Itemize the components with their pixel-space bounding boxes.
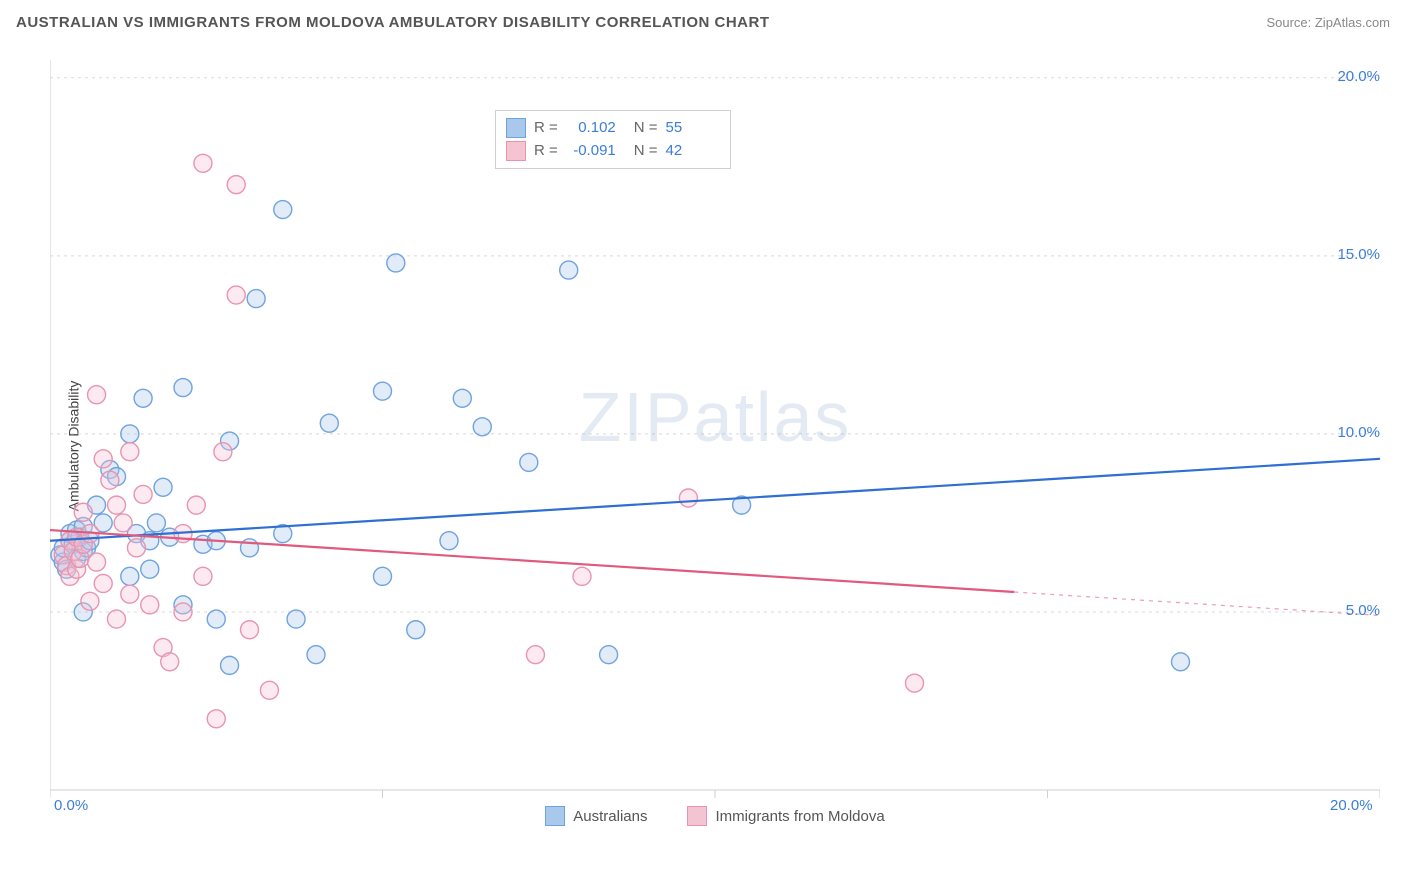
series-legend: Australians Immigrants from Moldova xyxy=(50,806,1380,826)
chart-header: AUSTRALIAN VS IMMIGRANTS FROM MOLDOVA AM… xyxy=(16,14,1390,31)
n-value: 42 xyxy=(666,140,716,163)
n-value: 55 xyxy=(666,117,716,140)
legend-label: Australians xyxy=(573,808,647,825)
y-tick-label: 5.0% xyxy=(1346,602,1380,619)
stats-row: R = -0.091 N = 42 xyxy=(506,140,716,163)
stats-row: R = 0.102 N = 55 xyxy=(506,117,716,140)
series-swatch-icon xyxy=(506,118,526,138)
r-label: R = xyxy=(534,140,558,163)
series-swatch-icon xyxy=(506,141,526,161)
legend-item: Immigrants from Moldova xyxy=(687,806,884,826)
r-label: R = xyxy=(534,117,558,140)
n-label: N = xyxy=(634,117,658,140)
chart-source: Source: ZipAtlas.com xyxy=(1266,15,1390,30)
y-tick-label: 15.0% xyxy=(1337,246,1380,263)
n-label: N = xyxy=(634,140,658,163)
series-swatch-icon xyxy=(545,806,565,826)
legend-item: Australians xyxy=(545,806,647,826)
y-tick-label: 20.0% xyxy=(1337,68,1380,85)
y-tick-label: 10.0% xyxy=(1337,424,1380,441)
chart-title: AUSTRALIAN VS IMMIGRANTS FROM MOLDOVA AM… xyxy=(16,14,769,31)
r-value: -0.091 xyxy=(566,140,616,163)
series-swatch-icon xyxy=(687,806,707,826)
r-value: 0.102 xyxy=(566,117,616,140)
legend-label: Immigrants from Moldova xyxy=(715,808,884,825)
correlation-stats-box: R = 0.102 N = 55 R = -0.091 N = 42 xyxy=(495,110,731,169)
chart-area: ZIPatlas R =0.102N =55R =-0.091N =42 5.0… xyxy=(50,50,1380,830)
